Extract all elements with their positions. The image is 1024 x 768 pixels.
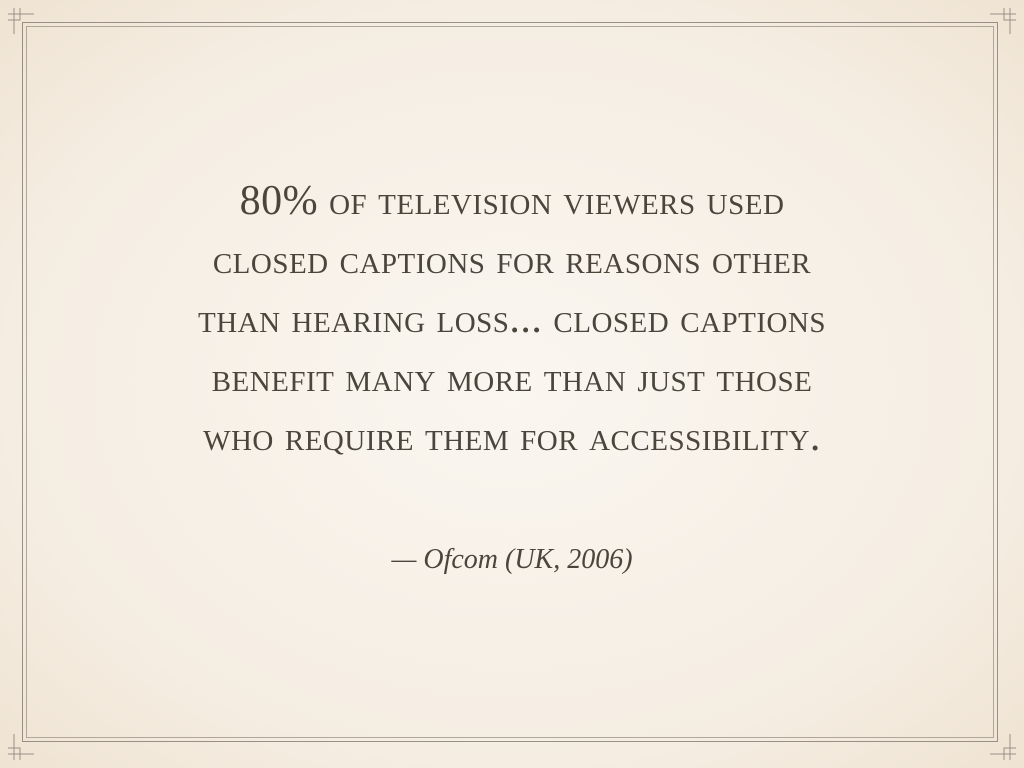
quote-line: closed captions for reasons other bbox=[212, 237, 812, 283]
quote-line: who require them for accessibility. bbox=[203, 414, 821, 460]
attribution: — Ofcom (UK, 2006) bbox=[391, 544, 633, 575]
quote-line: benefit many more than just those bbox=[211, 355, 813, 401]
quote: 80% of television viewers used closed ca… bbox=[60, 172, 964, 467]
quote-line: than hearing loss... closed captions bbox=[197, 296, 827, 342]
quote-line: 80% of television viewers used bbox=[239, 178, 785, 224]
frame-outer bbox=[22, 22, 998, 742]
frame-inner bbox=[26, 26, 994, 738]
